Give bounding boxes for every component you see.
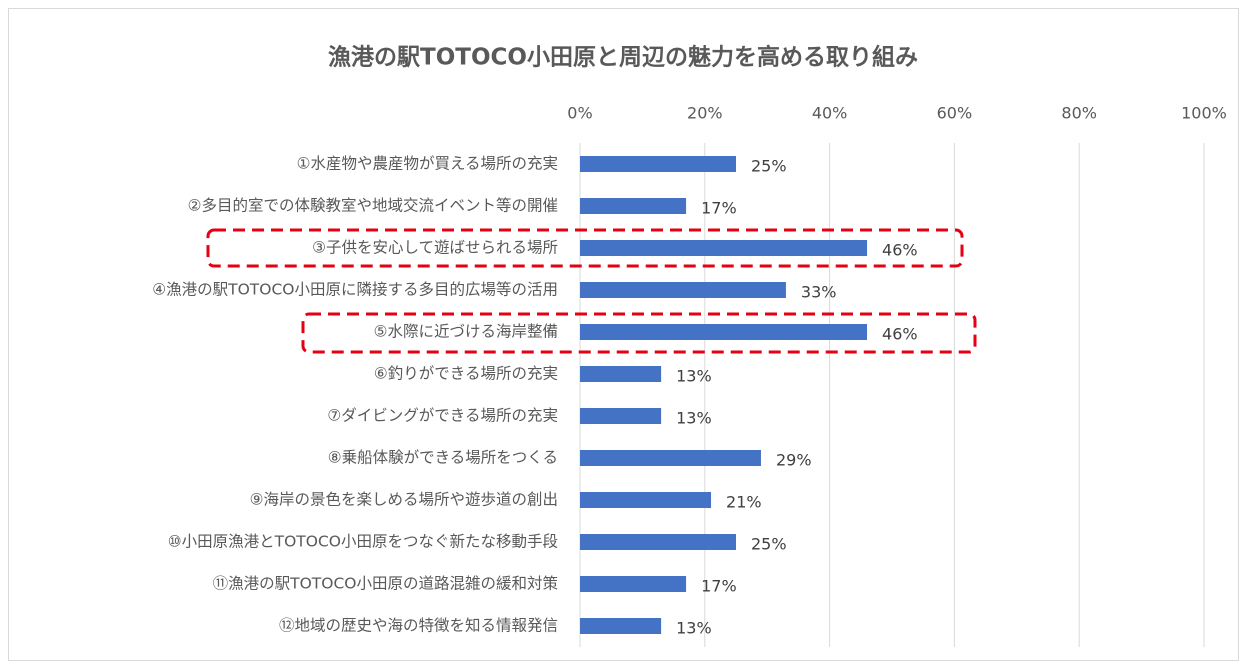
x-tick-label: 40%: [812, 104, 848, 123]
bar: [580, 408, 662, 424]
y-tick-label: ③子供を安心して遊ばせられる場所: [312, 239, 558, 257]
x-tick-label: 80%: [1061, 104, 1097, 123]
value-label: 13%: [676, 367, 712, 386]
plot-area: 0% 20% 40% 60% 80% 100% ①水産物や農産物が買える場所の充実 25% ②多…: [152, 104, 1227, 647]
value-label: 46%: [882, 325, 918, 344]
value-label: 29%: [776, 451, 812, 470]
y-tick-label: ①水産物や農産物が買える場所の充実: [297, 155, 558, 173]
y-tick-label: ⑧乗船体験ができる場所をつくる: [328, 449, 558, 467]
y-tick-label: ⑫地域の歴史や海の特徴を知る情報発信: [279, 617, 558, 635]
bar: [580, 282, 786, 298]
y-tick-label: ⑥釣りができる場所の充実: [374, 365, 558, 383]
y-tick-label: ⑤水際に近づける海岸整備: [374, 323, 558, 341]
bar: [580, 492, 712, 508]
x-tick-label: 20%: [687, 104, 723, 123]
y-tick-label: ④漁港の駅TOTOCO小田原に隣接する多目的広場等の活用: [152, 281, 558, 299]
y-tick-label: ⑪漁港の駅TOTOCO小田原の道路混雑の緩和対策: [213, 575, 558, 593]
y-tick-label: ⑨海岸の景色を楽しめる場所や遊歩道の創出: [250, 491, 558, 509]
x-tick-label: 60%: [937, 104, 973, 123]
y-tick-label: ⑦ダイビングができる場所の充実: [327, 407, 558, 425]
bar: [580, 576, 687, 592]
bar: [580, 240, 868, 256]
highlight-box: [301, 312, 977, 354]
value-label: 33%: [801, 283, 837, 302]
bar: [580, 156, 736, 172]
x-tick-label: 100%: [1181, 104, 1227, 123]
value-label: 25%: [751, 535, 787, 554]
bar: [580, 450, 761, 466]
y-tick-label: ②多目的室での体験教室や地域交流イベント等の開催: [188, 197, 558, 215]
x-tick-label: 0%: [567, 104, 592, 123]
bar: [580, 534, 736, 550]
value-label: 17%: [701, 577, 737, 596]
value-label: 13%: [676, 409, 712, 428]
bar: [580, 618, 662, 634]
value-label: 13%: [676, 619, 712, 638]
value-label: 17%: [701, 199, 737, 218]
chart-title: 漁港の駅TOTOCO小田原と周辺の魅力を高める取り組み: [328, 44, 918, 71]
value-label: 46%: [882, 241, 918, 260]
value-label: 25%: [751, 157, 787, 176]
bar: [580, 366, 662, 382]
highlight-box: [206, 228, 964, 268]
y-tick-label: ⑩小田原漁港とTOTOCO小田原をつなぐ新たな移動手段: [168, 533, 558, 551]
bar: [580, 198, 687, 214]
bar: [580, 324, 868, 340]
value-label: 21%: [726, 493, 762, 512]
